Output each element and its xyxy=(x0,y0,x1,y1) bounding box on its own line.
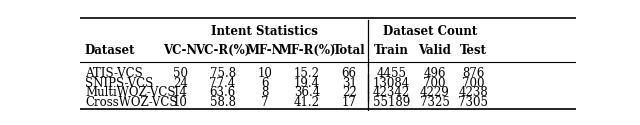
Text: 6: 6 xyxy=(261,77,269,90)
Text: 13084: 13084 xyxy=(372,77,410,90)
Text: SNIPS-VCS: SNIPS-VCS xyxy=(85,77,153,90)
Text: Intent Statistics: Intent Statistics xyxy=(211,25,318,38)
Text: MF-R(%): MF-R(%) xyxy=(278,44,335,57)
Text: 63.6: 63.6 xyxy=(209,86,236,99)
Text: Total: Total xyxy=(333,44,365,57)
Text: 75.8: 75.8 xyxy=(209,67,236,80)
Text: 4229: 4229 xyxy=(420,86,449,99)
Text: 42342: 42342 xyxy=(372,86,410,99)
Text: 496: 496 xyxy=(424,67,446,80)
Text: 41.2: 41.2 xyxy=(294,96,320,108)
Text: 36.4: 36.4 xyxy=(294,86,320,99)
Text: Dataset Count: Dataset Count xyxy=(383,25,477,38)
Text: MultiWOZ-VCS: MultiWOZ-VCS xyxy=(85,86,175,99)
Text: 55189: 55189 xyxy=(372,96,410,108)
Text: 50: 50 xyxy=(173,67,188,80)
Text: 77.4: 77.4 xyxy=(209,77,236,90)
Text: VC-N: VC-N xyxy=(163,44,198,57)
Text: 876: 876 xyxy=(462,67,484,80)
Text: 10: 10 xyxy=(173,96,188,108)
Text: Test: Test xyxy=(460,44,486,57)
Text: 7305: 7305 xyxy=(458,96,488,108)
Text: 7: 7 xyxy=(261,96,269,108)
Text: 10: 10 xyxy=(257,67,272,80)
Text: VC-R(%): VC-R(%) xyxy=(195,44,250,57)
Text: 4455: 4455 xyxy=(376,67,406,80)
Text: 17: 17 xyxy=(342,96,356,108)
Text: 700: 700 xyxy=(462,77,484,90)
Text: 22: 22 xyxy=(342,86,356,99)
Text: 7325: 7325 xyxy=(420,96,449,108)
Text: 8: 8 xyxy=(261,86,268,99)
Text: CrossWOZ-VCS: CrossWOZ-VCS xyxy=(85,96,177,108)
Text: MF-N: MF-N xyxy=(246,44,283,57)
Text: 4238: 4238 xyxy=(458,86,488,99)
Text: Dataset: Dataset xyxy=(85,44,136,57)
Text: 14: 14 xyxy=(173,86,188,99)
Text: ATIS-VCS: ATIS-VCS xyxy=(85,67,143,80)
Text: 700: 700 xyxy=(424,77,446,90)
Text: 24: 24 xyxy=(173,77,188,90)
Text: 19.4: 19.4 xyxy=(294,77,320,90)
Text: 58.8: 58.8 xyxy=(210,96,236,108)
Text: 66: 66 xyxy=(342,67,356,80)
Text: 15.2: 15.2 xyxy=(294,67,320,80)
Text: 31: 31 xyxy=(342,77,356,90)
Text: Train: Train xyxy=(374,44,409,57)
Text: Valid: Valid xyxy=(418,44,451,57)
